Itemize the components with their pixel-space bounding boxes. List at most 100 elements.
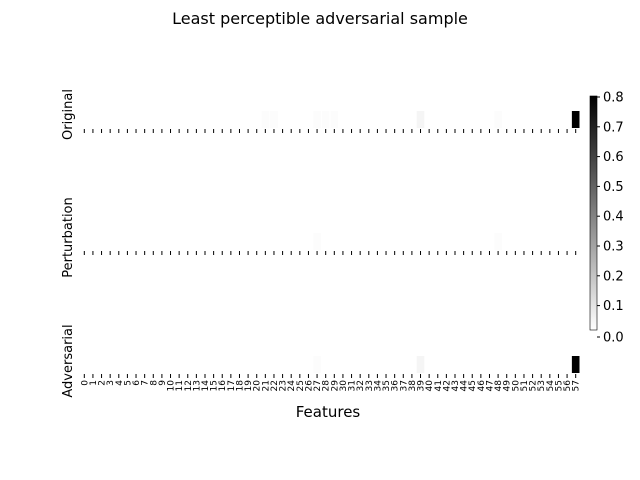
x-tick-label: 19 — [244, 380, 254, 392]
x-tick-label: 40 — [425, 380, 435, 392]
colorbar-tick-label: 0.7 — [603, 120, 624, 135]
heatmap-cell — [451, 233, 459, 250]
heatmap-cell — [554, 356, 563, 373]
heatmap-cell — [252, 111, 261, 128]
x-tick-label: 36 — [391, 380, 401, 392]
heatmap-cell — [252, 233, 261, 250]
heatmap-cell — [451, 111, 459, 128]
heatmap-cell — [347, 111, 356, 128]
x-tick-label: 5 — [123, 380, 133, 386]
x-tick-label: 12 — [184, 380, 194, 391]
heatmap-cell — [123, 111, 132, 128]
x-axis-label: Features — [296, 403, 361, 421]
x-tick-label: 39 — [417, 380, 427, 392]
x-tick-label: 18 — [235, 380, 245, 392]
colorbar-gradient — [590, 96, 597, 330]
heatmap-row-perturbation: Perturbation — [61, 197, 580, 278]
heatmap-cell — [339, 111, 347, 128]
heatmap-cell — [373, 111, 382, 128]
heatmap-cell — [554, 233, 563, 250]
x-tick-label: 49 — [503, 380, 513, 392]
heatmap-cell — [244, 233, 252, 250]
heatmap-cell — [442, 233, 451, 250]
x-tick-label: 55 — [554, 380, 564, 391]
row-label: Original — [61, 89, 76, 140]
heatmap-cell — [166, 111, 175, 128]
heatmap-cell — [408, 233, 416, 250]
heatmap-cell — [477, 233, 485, 250]
x-tick-label: 43 — [451, 380, 461, 391]
heatmap-cell — [209, 111, 218, 128]
x-tick-label: 4 — [115, 380, 125, 386]
heatmap-cell — [235, 356, 244, 373]
heatmap-cell — [149, 111, 158, 128]
heatmap-cell — [192, 356, 201, 373]
heatmap-cell — [252, 356, 261, 373]
heatmap-cell — [364, 111, 373, 128]
heatmap-cell — [511, 111, 520, 128]
heatmap-cell — [140, 356, 149, 373]
colorbar-tick-label: 0.6 — [603, 150, 624, 165]
heatmap-cell — [425, 233, 433, 250]
heatmap-cell — [468, 356, 477, 373]
heatmap-cell — [132, 111, 140, 128]
heatmap-cell — [80, 233, 89, 250]
heatmap-cell — [304, 111, 313, 128]
heatmap-cell — [390, 356, 399, 373]
heatmap-cell — [106, 356, 114, 373]
heatmap-row-adversarial: Adversarial — [61, 324, 580, 398]
heatmap-cell — [158, 233, 166, 250]
heatmap-cell — [140, 111, 149, 128]
heatmap-cell — [89, 111, 97, 128]
heatmap-cell — [425, 356, 433, 373]
x-tick-label: 15 — [210, 380, 220, 391]
heatmap-cell — [485, 233, 494, 250]
x-tick-label: 10 — [167, 380, 177, 392]
heatmap-cell — [270, 356, 278, 373]
heatmap-cell — [477, 111, 485, 128]
heatmap-cell — [537, 233, 546, 250]
x-tick-labels: 0123456789101112131415161718192021222324… — [80, 380, 581, 392]
heatmap-cell — [356, 356, 364, 373]
heatmap-cell — [468, 233, 477, 250]
heatmap-cell — [502, 356, 511, 373]
heatmap-cell — [339, 356, 347, 373]
heatmap-cell — [356, 233, 364, 250]
heatmap-cell — [175, 356, 183, 373]
x-tick-label: 35 — [382, 380, 392, 391]
heatmap-cell — [563, 111, 571, 128]
x-tick-label: 45 — [468, 380, 478, 391]
row-label: Perturbation — [61, 197, 76, 278]
colorbar-tick-label: 0.0 — [603, 331, 624, 346]
heatmap-cell — [106, 233, 114, 250]
heatmap-cell — [158, 111, 166, 128]
x-tick-label: 41 — [434, 380, 444, 391]
x-tick-label: 26 — [304, 380, 314, 392]
heatmap-cell — [528, 233, 537, 250]
heatmap-cell — [433, 111, 442, 128]
heatmap-cell — [201, 111, 209, 128]
heatmap-cell — [227, 233, 235, 250]
heatmap-cell — [477, 356, 485, 373]
colorbar-tick-label: 0.2 — [603, 269, 624, 284]
x-tick-label: 11 — [175, 380, 185, 391]
heatmap-cell — [468, 111, 477, 128]
heatmap-cell — [442, 356, 451, 373]
heatmap-cell — [321, 356, 330, 373]
heatmap-cell — [494, 356, 502, 373]
heatmap-cell — [459, 356, 468, 373]
heatmap-cell — [261, 233, 270, 250]
heatmap-cell — [321, 111, 330, 128]
heatmap-cell — [502, 233, 511, 250]
x-tick-label: 29 — [330, 380, 340, 392]
x-tick-label: 33 — [365, 380, 375, 391]
heatmap-cell — [270, 233, 278, 250]
heatmap-cell — [408, 356, 416, 373]
heatmap-cell — [149, 356, 158, 373]
heatmap-cell — [106, 111, 114, 128]
x-tick-label: 52 — [529, 380, 539, 391]
heatmap-cell — [347, 356, 356, 373]
heatmap-cell — [382, 111, 390, 128]
heatmap-cell — [485, 111, 494, 128]
heatmap-cell — [89, 356, 97, 373]
